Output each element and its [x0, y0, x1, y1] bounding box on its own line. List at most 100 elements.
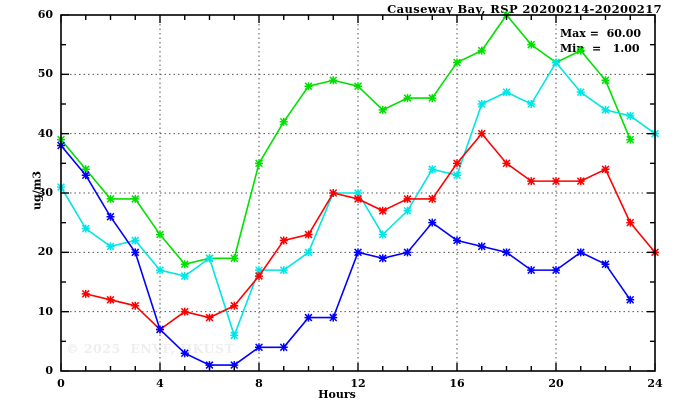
data-point-marker: [502, 248, 511, 257]
data-point-marker: [428, 218, 437, 227]
series-red: [81, 129, 659, 334]
data-point-marker: [304, 82, 313, 91]
data-point-marker: [106, 194, 115, 203]
series-line: [60, 13, 631, 266]
data-point-marker: [180, 307, 189, 316]
data-point-marker: [576, 248, 585, 257]
data-point-marker: [601, 76, 610, 85]
data-point-marker: [453, 171, 461, 180]
y-tick-label: 10: [37, 304, 53, 318]
data-point-marker: [354, 189, 362, 197]
data-point-marker: [403, 94, 412, 103]
data-point-marker: [106, 212, 115, 221]
data-point-marker: [527, 100, 536, 108]
series-green: [57, 11, 635, 269]
data-point-marker: [626, 135, 635, 144]
data-point-marker: [453, 236, 461, 245]
data-point-marker: [131, 301, 140, 310]
data-point-marker: [180, 260, 189, 269]
data-point-marker: [477, 129, 486, 138]
y-tick-label: 60: [37, 8, 53, 21]
data-point-marker: [477, 100, 486, 108]
data-point-marker: [255, 266, 263, 275]
x-tick-label: 16: [449, 377, 465, 390]
data-point-marker: [156, 230, 164, 239]
y-tick-label: 20: [37, 245, 53, 259]
data-point-marker: [527, 266, 536, 275]
data-point-marker: [428, 194, 437, 203]
data-point-marker: [230, 254, 239, 263]
data-point-marker: [329, 76, 338, 85]
series-blue: [57, 141, 635, 370]
data-point-marker: [230, 331, 239, 340]
data-point-marker: [428, 94, 437, 103]
data-point-marker: [180, 349, 189, 358]
data-point-marker: [329, 313, 338, 322]
data-point-marker: [378, 206, 387, 215]
data-point-marker: [378, 105, 387, 114]
data-point-marker: [81, 171, 90, 180]
data-point-marker: [576, 46, 585, 55]
data-point-marker: [626, 111, 635, 120]
data-point-marker: [354, 248, 362, 257]
y-tick-label: 30: [37, 186, 53, 199]
data-point-marker: [552, 177, 560, 186]
data-point-marker: [106, 295, 115, 304]
data-point-marker: [106, 242, 115, 251]
data-point-marker: [81, 289, 90, 298]
data-point-marker: [255, 159, 263, 168]
data-point-marker: [576, 88, 585, 97]
data-point-marker: [428, 165, 437, 174]
legend-max-label: Max = 60.00: [560, 27, 642, 40]
data-point-marker: [230, 361, 239, 370]
data-point-marker: [131, 248, 140, 257]
data-point-marker: [255, 343, 263, 352]
data-point-marker: [279, 266, 288, 275]
series-line: [60, 145, 631, 366]
data-point-marker: [279, 236, 288, 245]
data-point-marker: [403, 194, 412, 203]
data-point-marker: [576, 177, 585, 186]
data-point-marker: [626, 295, 635, 304]
data-point-marker: [304, 230, 313, 239]
data-point-marker: [527, 177, 536, 186]
data-point-marker: [403, 248, 412, 257]
data-point-marker: [230, 301, 239, 310]
data-point-marker: [131, 194, 140, 203]
data-point-marker: [279, 117, 288, 126]
data-point-marker: [205, 313, 214, 322]
data-point-marker: [156, 266, 164, 275]
data-point-marker: [180, 272, 189, 281]
x-tick-label: 8: [255, 377, 263, 390]
data-point-marker: [354, 194, 362, 203]
series-line: [85, 132, 656, 331]
data-point-marker: [453, 58, 461, 67]
data-point-marker: [527, 40, 536, 49]
data-point-marker: [477, 242, 486, 251]
data-point-marker: [255, 272, 263, 281]
watermark: © 2025 ENVF, HKUST: [66, 341, 235, 356]
data-point-marker: [81, 224, 90, 233]
data-point-marker: [601, 260, 610, 269]
legend-box: Max = 60.00 Min = 1.00: [560, 26, 641, 56]
data-point-marker: [279, 343, 288, 352]
data-point-marker: [81, 165, 90, 174]
data-point-marker: [453, 159, 461, 168]
data-point-marker: [601, 165, 610, 174]
x-tick-label: 12: [350, 377, 366, 390]
data-point-marker: [131, 236, 140, 245]
x-tick-label: 0: [57, 377, 65, 390]
data-point-marker: [205, 254, 214, 263]
data-point-marker: [502, 159, 511, 168]
x-tick-label: 24: [647, 377, 663, 390]
y-tick-label: 50: [37, 67, 53, 81]
data-point-marker: [329, 189, 338, 197]
data-point-marker: [626, 218, 635, 227]
data-point-marker: [601, 105, 610, 114]
data-point-marker: [378, 230, 387, 239]
data-point-marker: [378, 254, 387, 263]
y-tick-label: 0: [45, 364, 53, 377]
x-axis-label: Hours: [318, 388, 356, 401]
data-point-marker: [354, 82, 362, 91]
